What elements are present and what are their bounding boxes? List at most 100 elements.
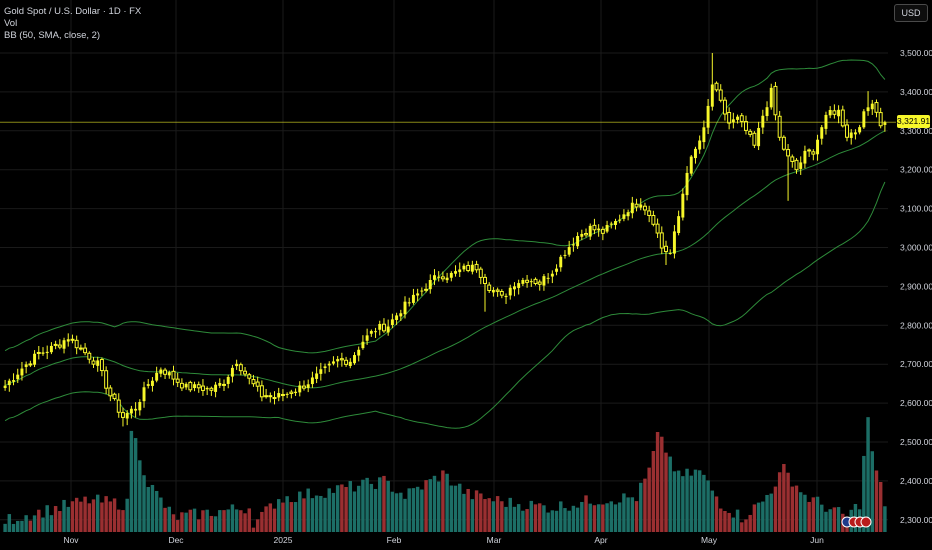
currency-button[interactable]: USD (894, 4, 928, 22)
candle-body (112, 393, 117, 400)
candle-body (752, 132, 757, 146)
candle-body (840, 109, 845, 127)
volume-bar (323, 497, 327, 532)
volume-bar (348, 481, 353, 532)
candle-body (138, 402, 142, 411)
volume-bar (836, 507, 841, 532)
candle-body (811, 151, 816, 155)
candle-body (642, 205, 647, 211)
candle-body (710, 84, 714, 107)
volume-bar (807, 501, 811, 532)
candle-body (374, 331, 378, 333)
candle-body (230, 367, 234, 377)
candle-body (428, 280, 432, 290)
volume-bar (714, 496, 719, 532)
candle-body (399, 313, 403, 317)
volume-bar (697, 470, 702, 532)
candle-body (466, 264, 471, 272)
candle-body (33, 353, 37, 365)
volume-bar (828, 509, 832, 532)
volume-bar (453, 485, 458, 532)
candle-body (883, 122, 887, 125)
candlestick-series (3, 53, 887, 427)
volume-bar (462, 493, 466, 532)
volume-bar (167, 506, 172, 532)
volume-bar (319, 495, 323, 532)
volume-bar (752, 504, 757, 532)
candle-body (714, 82, 719, 91)
candle-body (289, 391, 294, 394)
candle-body (222, 383, 226, 386)
bb-upper-band (4, 59, 886, 354)
candle-body (618, 219, 622, 221)
candle-body (188, 381, 193, 391)
volume-bar (306, 488, 310, 532)
candle-body (403, 301, 407, 315)
volume-bar (639, 482, 643, 532)
volume-bar (28, 520, 33, 532)
symbol-title[interactable]: Gold Spot / U.S. Dollar · 1D · FX (4, 6, 142, 17)
volume-indicator-label[interactable]: Vol (4, 18, 18, 29)
y-tick-label: 2,600.00 (900, 398, 932, 408)
volume-bar (563, 508, 567, 532)
volume-bar (138, 460, 142, 532)
volume-bar (777, 472, 782, 532)
volume-bar (689, 475, 693, 532)
volume-bar (874, 470, 879, 532)
volume-bar (479, 493, 483, 532)
volume-bar (327, 488, 331, 532)
volume-bar (251, 527, 256, 532)
x-tick-label: May (701, 535, 718, 545)
volume-bar (512, 506, 517, 532)
candle-body (336, 359, 340, 362)
volume-bar (756, 502, 761, 532)
candle-body (718, 89, 723, 101)
volume-bar (218, 510, 222, 532)
candle-body (272, 397, 277, 400)
volume-bar (104, 496, 108, 532)
volume-bar (672, 471, 677, 532)
volume-bar (727, 512, 731, 532)
volume-bar (798, 492, 803, 532)
candle-body (816, 139, 820, 155)
candle-body (588, 225, 592, 237)
volume-bar (7, 514, 12, 532)
volume-bar (331, 492, 336, 532)
candle-body (449, 272, 453, 278)
volume-bar (537, 503, 542, 532)
candle-body (259, 385, 264, 398)
candle-body (508, 287, 512, 296)
bollinger-indicator-label[interactable]: BB (50, SMA, close, 2) (4, 30, 101, 41)
candle-body (416, 293, 420, 296)
y-tick-label: 3,500.00 (900, 48, 932, 58)
volume-bar (192, 508, 197, 532)
volume-bar (314, 495, 319, 532)
candle-body (96, 360, 100, 366)
volume-bar (575, 507, 580, 532)
volume-bar (483, 499, 487, 532)
candle-body (736, 116, 740, 120)
candle-body (655, 223, 660, 234)
candle-body (196, 384, 201, 389)
last-price-tag: 3,321.91 (897, 115, 931, 129)
candle-body (794, 159, 799, 171)
candle-body (45, 351, 49, 354)
candle-body (129, 408, 133, 414)
volume-bar (731, 517, 736, 532)
volume-bar (117, 509, 121, 532)
candle-body (584, 233, 588, 236)
volume-bar (773, 486, 778, 532)
candle-body (777, 115, 782, 138)
candle-body (799, 162, 803, 169)
volume-bar (344, 486, 348, 532)
volume-bar (411, 488, 416, 532)
volume-bar (11, 523, 16, 532)
price-axis: 3,500.00 3,400.00 3,300.00 3,200.00 3,100.00… (900, 48, 932, 525)
volume-bar (302, 498, 306, 532)
event-marker-icon[interactable] (860, 516, 872, 528)
candle-body (298, 385, 302, 393)
candle-body (146, 384, 150, 386)
candle-body (866, 107, 870, 112)
volume-bar (668, 456, 672, 532)
